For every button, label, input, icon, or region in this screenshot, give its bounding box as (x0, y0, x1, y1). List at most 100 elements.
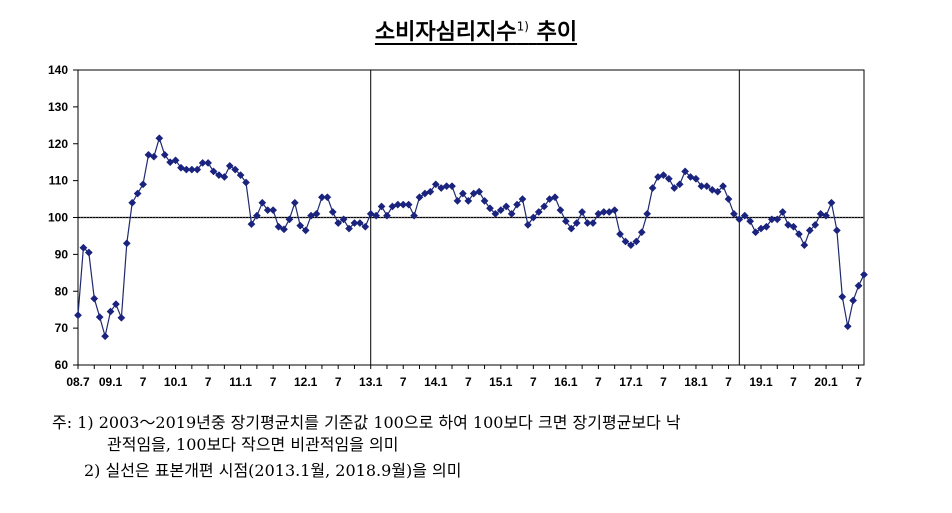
x-tick-label: 15.1 (489, 375, 513, 389)
x-tick-label: 7 (205, 375, 212, 389)
reference-line-dot (194, 216, 195, 219)
reference-line-dot (641, 216, 642, 219)
reference-line-dot (338, 216, 339, 219)
reference-line-dot (305, 216, 306, 219)
data-point (751, 228, 760, 237)
reference-line-dot (137, 216, 138, 219)
reference-line-dot (293, 216, 294, 219)
x-tick-label: 7 (660, 375, 667, 389)
data-point (762, 222, 771, 231)
reference-line-dot (806, 216, 807, 219)
reference-line-dot (368, 216, 369, 219)
reference-line-dot (545, 216, 546, 219)
data-point (74, 311, 82, 320)
data-point (345, 224, 353, 233)
x-tick-label: 11.1 (229, 375, 252, 389)
reference-line-dot (398, 216, 399, 219)
data-point (193, 165, 202, 174)
reference-line-dot (476, 216, 477, 219)
reference-line-dot (467, 216, 468, 219)
data-point (209, 167, 218, 176)
data-point (561, 217, 570, 226)
data-point (111, 300, 120, 309)
data-point (572, 219, 581, 227)
x-tick-label: 10.1 (164, 375, 188, 389)
reference-line-dot (836, 216, 837, 219)
reference-line-dot (482, 216, 483, 219)
data-point (415, 193, 424, 202)
reference-line-dot (236, 216, 237, 219)
x-tick-label: 08.7 (66, 375, 90, 389)
reference-line-dot (233, 216, 234, 219)
reference-line-dot (395, 216, 396, 219)
data-point (496, 206, 505, 215)
reference-line-dot (650, 216, 651, 219)
data-point (719, 182, 728, 191)
x-tick-label: 7 (725, 375, 732, 389)
data-point (231, 165, 240, 174)
reference-line-dot (725, 216, 726, 219)
reference-line-dot (383, 216, 384, 219)
x-tick-label: 09.1 (99, 375, 123, 389)
reference-line-dot (506, 216, 507, 219)
reference-line-dot (629, 216, 630, 219)
reference-line-dot (269, 216, 270, 219)
reference-line-dot (674, 216, 675, 219)
reference-line-dot (128, 216, 129, 219)
reference-line-dot (371, 216, 372, 219)
data-point (242, 178, 250, 187)
data-point (317, 193, 326, 202)
data-point (670, 184, 679, 192)
reference-line-dot (86, 216, 87, 219)
reference-line-dot (179, 216, 180, 219)
reference-line-dot (680, 216, 681, 219)
data-point (832, 226, 841, 235)
data-point (632, 237, 641, 246)
data-point (518, 195, 527, 204)
data-point (225, 161, 234, 170)
reference-line-dot (263, 216, 264, 219)
data-point (79, 243, 88, 252)
reference-line-dot (659, 216, 660, 219)
data-point (713, 187, 722, 196)
reference-line-dot (440, 216, 441, 219)
reference-line-dot (842, 216, 843, 219)
reference-line-dot (317, 216, 318, 219)
reference-line-dot (575, 216, 576, 219)
y-tick-label: 80 (55, 284, 69, 298)
data-point (323, 193, 332, 202)
chart-title-main: 소비자심리지수 (374, 20, 517, 45)
reference-line-dot (509, 216, 510, 219)
reference-line-dot (356, 216, 357, 219)
footnote-1: 주: 1) 2003～2019년중 장기평균치를 기준값 100으로 하여 10… (52, 413, 681, 432)
x-tick-label: 7 (595, 375, 602, 389)
reference-line-dot (719, 216, 720, 219)
data-point (811, 220, 820, 229)
reference-line-dot (353, 216, 354, 219)
reference-line-dot (266, 216, 267, 219)
reference-line-dot (209, 216, 210, 219)
reference-line-dot (479, 216, 480, 219)
reference-line-dot (761, 216, 762, 219)
reference-line-dot (551, 216, 552, 219)
reference-line-dot (668, 216, 669, 219)
data-point (296, 221, 305, 230)
data-point (431, 180, 440, 189)
reference-line-dot (752, 216, 753, 219)
reference-line-dot (764, 216, 765, 219)
data-point (827, 198, 836, 207)
reference-line-dot (611, 216, 612, 219)
data-point (84, 248, 93, 257)
reference-line-dot (812, 216, 813, 219)
reference-line-dot (302, 216, 303, 219)
data-point (133, 189, 142, 198)
data-point (149, 152, 158, 161)
data-point (122, 239, 131, 248)
reference-line-dot (107, 216, 108, 219)
reference-line-dot (215, 216, 216, 219)
reference-line-dot (821, 216, 822, 219)
reference-line-dot (848, 216, 849, 219)
reference-line-dot (593, 216, 594, 219)
data-point (269, 206, 278, 215)
